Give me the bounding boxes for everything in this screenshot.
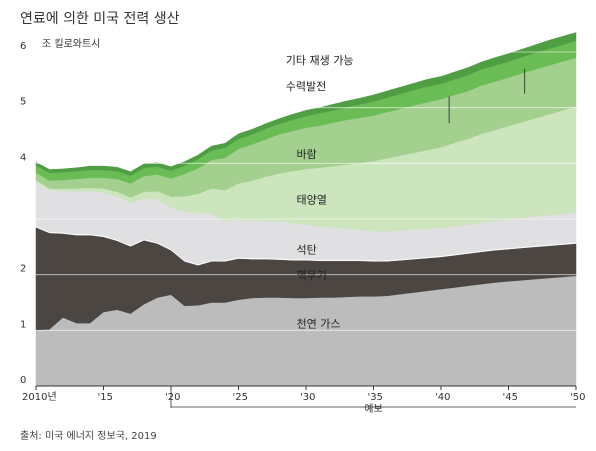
series-label: 천연 가스 (297, 317, 341, 331)
x-tick-label: '20 (165, 392, 180, 403)
x-tick-label: '35 (368, 392, 383, 403)
area-7 (35, 32, 577, 176)
y-axis-label: 조 킬로와트시 (42, 37, 100, 50)
x-axis: 2010년 '15 '20 '25 '30 '35 '40 '45 '50 (22, 385, 585, 403)
x-tick-label: '50 (570, 392, 585, 403)
series-label: 태양열 (297, 193, 327, 206)
source-note: 출처: 미국 에너지 정보국, 2019 (20, 431, 157, 442)
x-tick-label: '30 (300, 392, 315, 403)
series-label: 석탄 (297, 244, 317, 257)
x-tick-label: '15 (98, 392, 113, 403)
series-label: 기타 재생 가능 (286, 54, 354, 67)
y-tick-label: 6 (20, 41, 26, 52)
series-label: 바람 (297, 148, 317, 161)
y-tick-label: 0 (20, 375, 26, 386)
chart-title: 연료에 의한 미국 전력 생산 (20, 11, 180, 27)
y-tick-label: 1 (20, 319, 26, 330)
y-tick-label: 2 (20, 264, 26, 275)
area-layers (35, 32, 577, 387)
gridlines (36, 51, 576, 331)
y-axis-ticks: 0 1 2 4 5 6 (20, 41, 26, 386)
y-tick-label: 5 (20, 97, 26, 108)
x-tick-label: '40 (435, 392, 450, 403)
x-tick-label: '25 (233, 392, 248, 403)
forecast-label: 예보 (364, 403, 382, 415)
x-tick-label: '45 (503, 392, 518, 403)
y-tick-label: 4 (20, 152, 26, 163)
series-label: 수력발전 (286, 80, 326, 93)
series-label: 핵무기 (297, 269, 327, 282)
x-tick-label: 2010년 (22, 391, 57, 403)
forecast-bracket: 예보 (170, 386, 576, 415)
